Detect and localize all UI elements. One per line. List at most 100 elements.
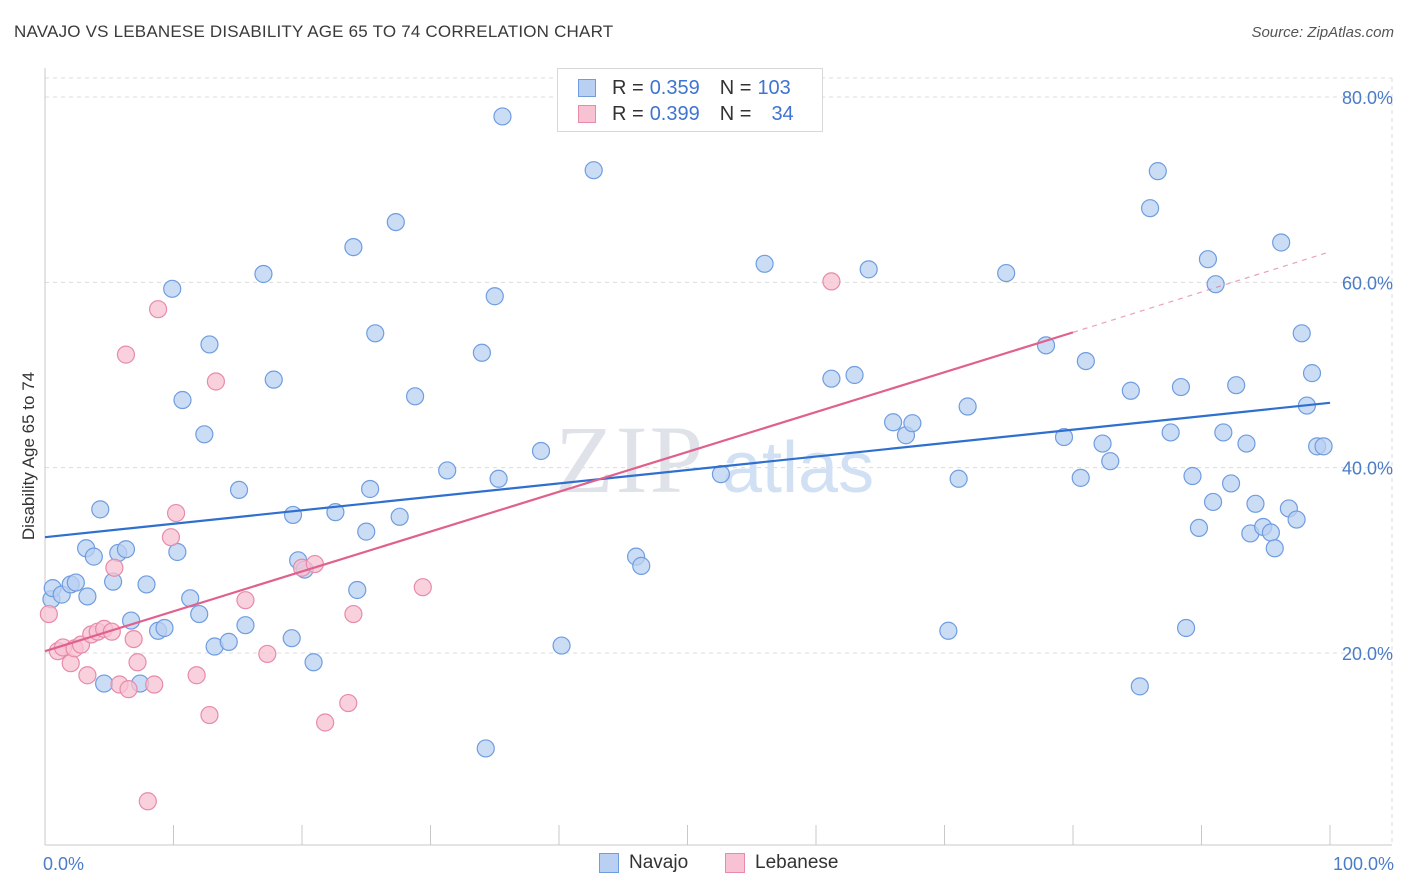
lebanese-point [236,591,255,610]
lebanese-point [39,604,58,624]
navajo-point [190,604,209,624]
lebanese-point [148,300,168,319]
navajo-point [1292,324,1311,343]
navajo-point [219,632,238,651]
navajo-point [357,522,376,541]
y-tick-label: 20.0% [1342,644,1393,664]
legend-item-lebanese[interactable]: Lebanese [725,852,838,874]
lebanese-swatch [725,853,745,873]
lebanese-point [128,653,147,672]
navajo-point [632,556,651,575]
navajo-point [1261,523,1280,542]
lebanese-point [413,578,432,597]
navajo-point [304,653,323,672]
navajo-point [476,739,495,758]
navajo-point [1203,492,1223,512]
lebanese-trend-extension [1072,251,1331,333]
navajo-point [366,324,385,343]
axes [44,68,1392,846]
x-tick-label: 0.0% [43,854,84,874]
navajo-point [390,507,409,526]
watermark-atlas: atlas [722,428,874,508]
navajo-point [348,580,367,600]
navajo-point [584,161,603,180]
navajo-point [1198,250,1218,269]
navajo-point [91,500,110,519]
navajo-point [116,540,136,559]
lebanese-point [316,713,335,732]
legend-item-navajo[interactable]: Navajo [599,852,688,874]
lebanese-point [200,705,219,725]
navajo-point [1189,518,1209,538]
lebanese-point [344,604,363,624]
navajo-point [1161,423,1180,442]
navajo-point [1206,275,1225,294]
r-value: 0.359 [649,76,700,99]
legend-label-navajo: Navajo [629,852,689,873]
navajo-point [1227,376,1246,395]
lebanese-swatch [578,105,596,123]
navajo-point [195,425,214,444]
navajo-point [552,636,571,655]
navajo-point [282,629,301,648]
lebanese-point [78,666,97,685]
lebanese-point [105,558,124,577]
n-label: N = [719,76,752,99]
navajo-point [531,441,551,461]
y-tick-label: 80.0% [1342,88,1393,108]
series-legend: Navajo Lebanese [0,852,1406,876]
navajo-point [1287,510,1306,529]
y-axis-title: Disability Age 65 to 74 [19,372,38,540]
lebanese-point [166,503,186,523]
legend-label-lebanese: Lebanese [755,852,839,873]
navajo-point [66,573,85,592]
navajo-point [883,413,903,432]
navajo-point [939,621,958,640]
navajo-point [1183,466,1202,486]
navajo-point [1076,352,1095,371]
lebanese-point [61,654,80,673]
navajo-point [859,260,878,279]
navajo-point [95,674,114,693]
navajo-point [755,254,774,273]
navajo-point [485,287,504,306]
navajo-point [1302,364,1322,383]
navajo-swatch [599,853,619,873]
navajo-point [1314,437,1333,456]
navajo-point [1101,452,1120,471]
navajo-point [200,335,219,354]
navajo-points [42,107,1333,758]
stats-legend: R = 0.359 N = 103 R = 0.399 N = 34 [557,68,823,132]
navajo-point [997,263,1016,283]
lebanese-point [187,666,206,685]
lebanese-point [138,792,157,811]
navajo-point [155,618,174,638]
trend-lines [44,251,1331,653]
navajo-point [1171,377,1191,397]
lebanese-points [39,272,841,811]
navajo-point [1071,468,1090,487]
navajo-point [236,616,255,635]
navajo-point [1130,677,1149,696]
navajo-point [1214,423,1233,442]
navajo-point [283,505,303,525]
r-value: 0.399 [649,102,700,125]
watermark: ZIP atlas [555,406,874,513]
legend-row-navajo: R = 0.359 N = 103 [578,76,791,100]
watermark-zip: ZIP [555,406,705,513]
navajo-point [163,279,182,298]
grid-lines [45,77,1393,845]
navajo-point [1221,474,1241,493]
navajo-point [84,547,103,566]
navajo-point [264,370,283,389]
y-tick-label: 60.0% [1342,273,1393,293]
navajo-point [229,480,249,500]
navajo-point [1140,199,1160,218]
navajo-point [173,390,192,410]
navajo-point [78,587,97,606]
navajo-point [949,469,968,488]
r-label: R = [612,102,644,125]
lebanese-point [258,644,277,664]
n-label: N = [719,102,752,125]
